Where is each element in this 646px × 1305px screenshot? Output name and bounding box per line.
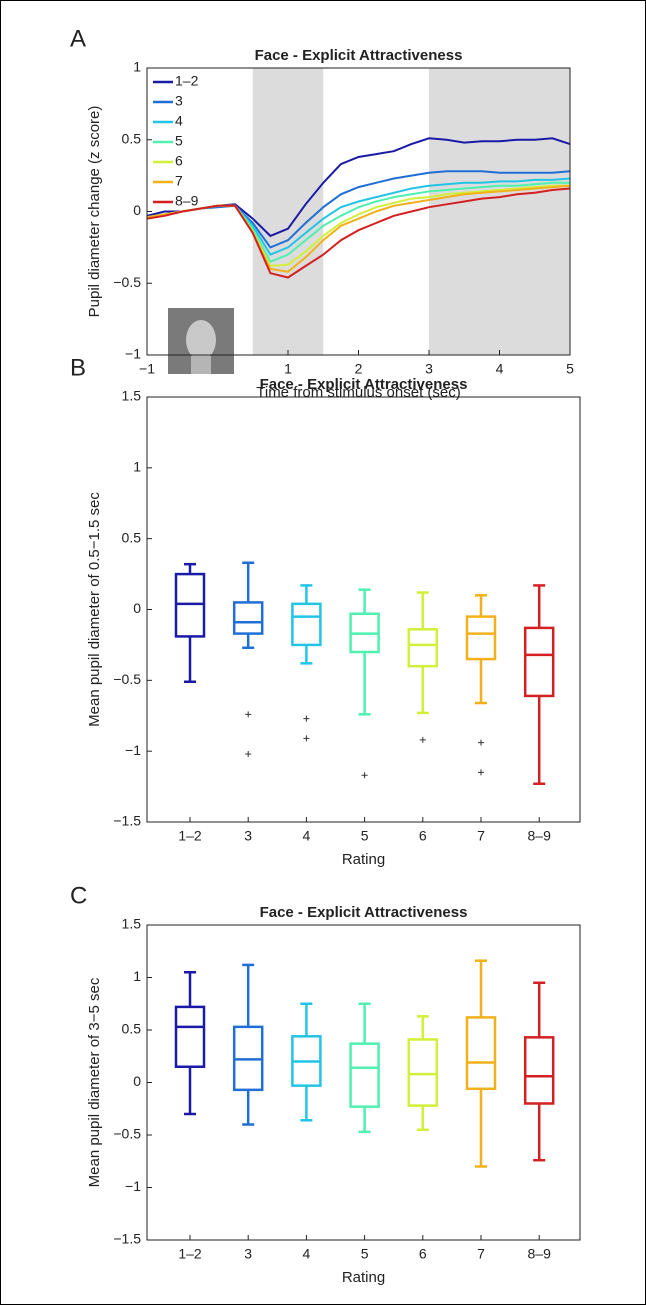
box [174, 572, 206, 638]
x-tick-label: 7 [477, 828, 485, 844]
x-axis-label: Rating [342, 1269, 385, 1286]
y-tick-label: 0 [133, 1073, 141, 1089]
y-tick-label: −0.5 [113, 671, 141, 687]
box [349, 1042, 380, 1108]
x-tick-label: 3 [425, 361, 433, 377]
x-tick-label: 1–2 [178, 1246, 202, 1262]
y-tick-label: 0 [133, 202, 141, 218]
box [523, 1036, 555, 1105]
plot-frame [146, 924, 581, 1241]
outlier [245, 711, 252, 718]
y-tick-label: −0.5 [113, 274, 141, 290]
outlier [303, 735, 310, 742]
chart-title: Face - Explicit Attractiveness [255, 47, 463, 64]
y-tick-label: −1.5 [113, 813, 141, 829]
x-axis-label: Rating [342, 851, 385, 868]
legend-label: 3 [175, 93, 183, 109]
x-tick-label: 1–2 [178, 828, 202, 844]
inset-neck [191, 356, 211, 374]
y-tick-label: 1 [133, 968, 141, 984]
x-tick-label: 4 [303, 1246, 311, 1262]
panel-label: A [70, 25, 86, 52]
x-tick-label: 7 [477, 1246, 485, 1262]
box [291, 602, 322, 647]
inset-face [186, 320, 216, 360]
y-tick-label: 1.5 [122, 916, 142, 932]
y-tick-label: 0.5 [122, 130, 142, 146]
legend-label: 7 [175, 173, 183, 189]
x-tick-label: 8–9 [528, 828, 552, 844]
panel-label: C [70, 882, 87, 909]
y-tick-label: −1 [125, 742, 141, 758]
outlier [361, 772, 368, 779]
outlier [478, 739, 484, 746]
outlier [303, 715, 310, 722]
face-inset [168, 308, 234, 374]
y-axis-label: Mean pupil diameter of 3−5 sec [86, 977, 103, 1187]
legend-label: 6 [175, 153, 183, 169]
legend-label: 5 [175, 133, 183, 149]
shaded-region [252, 68, 324, 355]
chart-title: Face - Explicit Attractiveness [260, 376, 468, 393]
x-tick-label: 3 [244, 828, 252, 844]
box [523, 626, 555, 698]
y-tick-label: 1 [133, 459, 141, 475]
x-tick-label: 5 [361, 828, 369, 844]
outlier [245, 751, 252, 757]
x-tick-label: 8–9 [528, 1246, 552, 1262]
y-tick-label: 0 [133, 600, 141, 616]
box [407, 628, 439, 668]
plot-frame [146, 396, 581, 823]
chart-title: Face - Explicit Attractiveness [260, 904, 468, 921]
legend-label: 4 [175, 113, 183, 129]
x-tick-label: 4 [303, 828, 311, 844]
x-tick-label: 1 [284, 361, 292, 377]
outlier [478, 769, 484, 776]
y-tick-label: −1.5 [113, 1231, 141, 1247]
series-line [146, 187, 571, 279]
box [174, 1005, 206, 1069]
box [407, 1038, 439, 1107]
y-tick-label: 1.5 [122, 388, 142, 404]
y-tick-label: 0.5 [122, 529, 142, 545]
shaded-region [429, 68, 570, 355]
x-tick-label: 6 [419, 1246, 427, 1262]
x-tick-label: 3 [244, 1246, 252, 1262]
box [232, 601, 264, 635]
y-tick-label: −0.5 [113, 1126, 141, 1142]
x-tick-label: 5 [566, 361, 574, 377]
outlier [419, 736, 426, 743]
y-tick-label: 0.5 [122, 1021, 142, 1037]
plot-frame [146, 67, 571, 356]
legend-label: 1–2 [175, 73, 199, 89]
box [465, 1016, 497, 1091]
x-tick-label: 5 [361, 1246, 369, 1262]
y-tick-label: 1 [133, 59, 141, 75]
series-line [146, 170, 571, 249]
x-tick-label: −1 [139, 361, 155, 377]
y-axis-label: Mean pupil diameter of 0.5−1.5 sec [86, 492, 103, 727]
legend-label: 8–9 [175, 193, 199, 209]
x-tick-label: 4 [496, 361, 504, 377]
y-tick-label: −1 [125, 1178, 141, 1194]
y-axis-label: Pupil diameter change (z score) [86, 106, 103, 318]
box [465, 615, 497, 661]
panel-label: B [70, 354, 86, 381]
x-tick-label: 2 [355, 361, 363, 377]
x-tick-label: 6 [419, 828, 427, 844]
y-tick-label: −1 [125, 346, 141, 362]
